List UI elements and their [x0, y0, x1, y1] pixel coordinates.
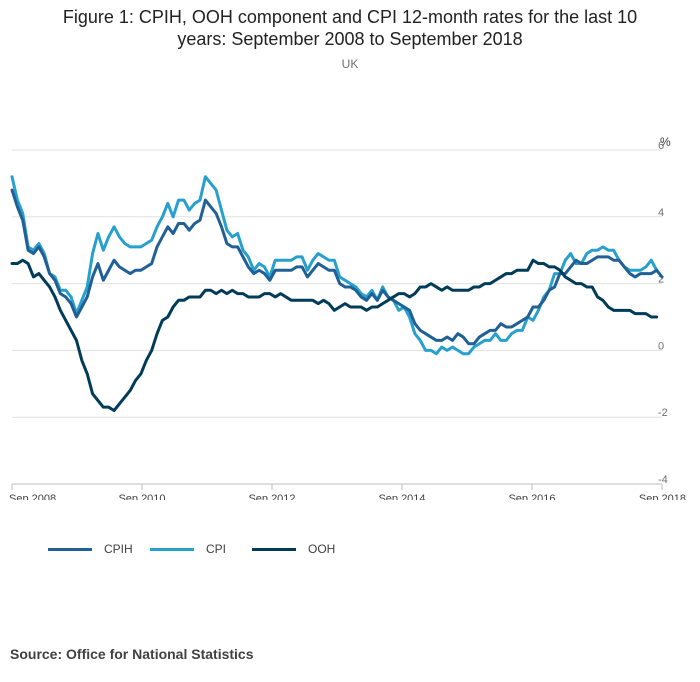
series-line-cpi: [10, 175, 659, 356]
line-chart: 6 4 2 0 -2 -4% Sep 2008 Sep 2010 Sep 2012 Sep 201…: [9, 135, 686, 500]
legend-item-cpih: CPIH: [48, 542, 150, 556]
source-note: Source: Office for National Statistics: [10, 646, 254, 662]
series-line-cpih: [10, 188, 664, 346]
chart-subtitle: UK: [341, 57, 359, 71]
series-line-ooh: [10, 258, 659, 413]
x-tick-label: Sep 2010: [118, 493, 165, 500]
y-tick-label: 4: [658, 207, 664, 219]
y-tick-label: -2: [658, 407, 668, 419]
y-tick-label: 2: [658, 274, 664, 286]
legend-label: OOH: [308, 542, 336, 556]
x-tick-label: Sep 2018: [639, 493, 686, 500]
chart-legend: CPIH CPI OOH: [48, 542, 354, 556]
y-tick-label: 0: [658, 340, 664, 352]
chart-title: Figure 1: CPIH, OOH component and CPI 12…: [0, 6, 700, 50]
legend-label: CPI: [206, 542, 227, 556]
legend-label: CPIH: [104, 542, 133, 556]
legend-item-ooh: OOH: [252, 542, 354, 556]
legend-item-cpi: CPI: [150, 542, 252, 556]
y-unit-label: %: [660, 135, 671, 149]
x-tick-label: Sep 2014: [378, 493, 425, 500]
legend-swatch: [150, 547, 194, 551]
legend-swatch: [252, 547, 296, 551]
legend-swatch: [48, 547, 92, 551]
x-tick-label: Sep 2008: [9, 493, 56, 500]
x-tick-label: Sep 2016: [508, 493, 555, 500]
chart-title-line-1: Figure 1: CPIH, OOH component and CPI 12…: [62, 7, 638, 27]
y-tick-label: -4: [658, 474, 668, 486]
x-tick-label: Sep 2012: [248, 493, 295, 500]
chart-title-line-2: years: September 2008 to September 2018: [177, 29, 523, 49]
y-tick-label: 6: [658, 140, 664, 152]
